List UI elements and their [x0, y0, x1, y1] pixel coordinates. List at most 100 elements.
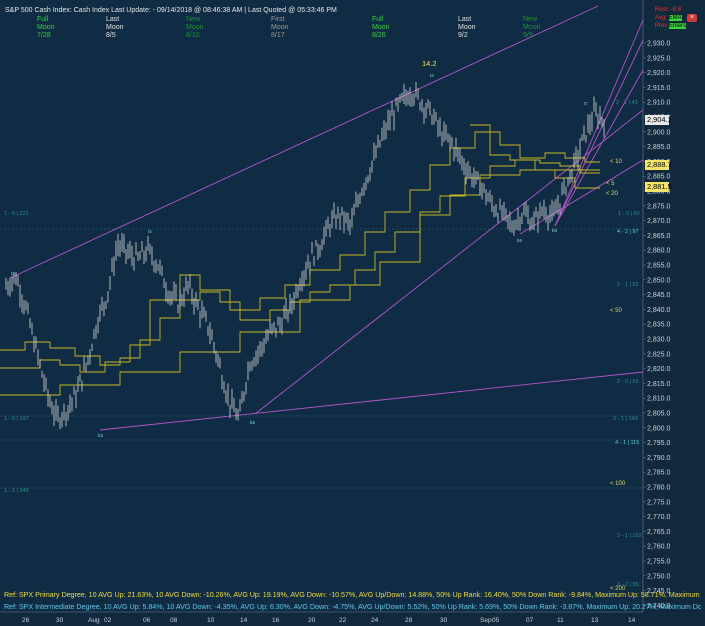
ma-label-200: < 200	[610, 586, 626, 592]
moon-date: 8/17	[271, 32, 285, 39]
time-labels: 26 30 Aug 02 06 08 10 14 16 20 22 24 28 30 Sep 05 07 11 13…	[22, 617, 636, 624]
ma-10-line	[0, 131, 600, 373]
primary-degree-stats: Ref: SPX Primary Degree, 10 AVG Up: 21.6…	[4, 590, 700, 599]
level-label: 1 - 0 | 60	[618, 211, 640, 217]
moon-date: 8/5	[106, 32, 116, 39]
price-axis-panel	[643, 0, 705, 612]
intermediate-degree-stats: Ref: SPX Intermediate Degree, 10 AVG Up:…	[4, 602, 702, 611]
ma-5-line	[470, 124, 600, 189]
level-label: 1 - 0 | 222	[4, 211, 29, 217]
time-label: 11	[557, 617, 564, 624]
price-label: 2,930.0	[647, 41, 670, 48]
moon-phase-name: New	[523, 16, 538, 23]
legend-prev: Prev Ehlers	[655, 22, 687, 30]
moon-date: 9/2	[458, 32, 468, 39]
pivot-tag: b3	[98, 433, 104, 438]
price-label: 2,875.0	[647, 203, 670, 210]
price-label: 2,820.0	[647, 366, 670, 373]
time-axis-panel	[0, 612, 705, 626]
moon-phase-name: Last	[106, 16, 120, 23]
price-label: 2,880.0	[647, 189, 670, 196]
ma-label-group: < 10 < 5 < 20 < 50 < 100 < 200	[606, 159, 626, 592]
pivot-tag: t3	[11, 271, 15, 276]
moon-phase-name: Last	[458, 16, 472, 23]
time-label: 06	[143, 617, 151, 624]
wave-label: 14.2	[422, 59, 437, 68]
ma-label-20: < 20	[606, 191, 619, 197]
ma-label-5: < 5	[606, 181, 615, 187]
moon-phase: New Moon 8/10	[186, 16, 204, 40]
close-icon[interactable]: ×	[687, 14, 697, 22]
ma5-price-box: 2,881.5	[645, 181, 672, 192]
price-label: 2,895.0	[647, 144, 670, 151]
price-label: 2,910.0	[647, 100, 670, 107]
time-label: 07	[526, 617, 534, 624]
price-label: 2,765.0	[647, 529, 670, 536]
pivot-tag: b6	[517, 238, 523, 243]
pivot-tag-group: t3 t4 b3 t4 b5 b6 t7 b8	[11, 73, 588, 438]
level-label: 3 - 2 | 55	[617, 582, 639, 588]
legend-avg-value: EMA	[668, 15, 682, 21]
price-label: 2,815.0	[647, 381, 670, 388]
moon-phase-name: First	[271, 16, 285, 23]
time-label: 28	[405, 617, 413, 624]
price-label: 2,865.0	[647, 233, 670, 240]
price-label: 2,860.0	[647, 248, 670, 255]
moon-date: 8/10	[186, 32, 200, 39]
level-lines	[0, 228, 643, 489]
moon-word: Moon	[106, 24, 124, 31]
moon-phase: Last Moon 8/5	[106, 16, 124, 40]
level-label: 4 - 2 | 97	[617, 229, 639, 235]
level-label: 2 - 1 | 52	[617, 282, 639, 288]
price-label: 2,845.0	[647, 292, 670, 299]
time-label: 26	[22, 617, 30, 624]
time-label: Aug	[88, 617, 100, 624]
moon-word: Moon	[271, 24, 289, 31]
price-label: 2,840.0	[647, 307, 670, 314]
price-label: 2,855.0	[647, 263, 670, 270]
short-trendline	[519, 159, 644, 235]
moon-phase: Full Moon 8/26	[372, 16, 390, 40]
price-label: 2,755.0	[647, 559, 670, 566]
time-label: 08	[170, 617, 178, 624]
plot-area	[0, 0, 643, 612]
steep-trendline-3	[554, 19, 644, 227]
price-label: 2,790.0	[647, 455, 670, 462]
price-bars	[5, 81, 605, 430]
ma-label-10: < 10	[610, 159, 623, 165]
price-label: 2,805.0	[647, 411, 670, 418]
ma10-price-box: 2,888.7	[645, 160, 672, 171]
level-label: 1 - 0 | 197	[4, 416, 29, 422]
moon-phase: Full Moon 7/28	[37, 16, 55, 40]
ma-label-50: < 50	[610, 308, 623, 314]
price-label: 2,800.0	[647, 425, 670, 432]
price-label: 2,900.0	[647, 129, 670, 136]
level-label: 3 - 1 | 152	[617, 533, 642, 539]
price-label: 2,920.0	[647, 70, 670, 77]
moon-word: Moon	[372, 24, 390, 31]
price-label: 2,830.0	[647, 337, 670, 344]
price-label: 2,915.0	[647, 85, 670, 92]
time-label: 22	[339, 617, 347, 624]
moon-phase-name: Full	[37, 16, 49, 23]
price-label: 2,775.0	[647, 499, 670, 506]
moon-date: 9/9	[523, 32, 533, 39]
time-label: 13	[591, 617, 599, 624]
price-label: 2,850.0	[647, 277, 670, 284]
price-label: 2,795.0	[647, 440, 670, 447]
legend-avg: Avg: EMA	[655, 14, 686, 22]
last-price-box: 2,904.1	[645, 114, 672, 125]
price-label: 2,750.0	[647, 573, 670, 580]
price-label: 2,760.0	[647, 544, 670, 551]
pivot-tag: b5	[250, 420, 256, 425]
price-label: 2,770.0	[647, 514, 670, 521]
price-label: 2,745.0	[647, 588, 670, 595]
price-label: 2,810.0	[647, 396, 670, 403]
steep-trendline-1	[554, 39, 644, 227]
pivot-tag: t4	[430, 73, 434, 78]
time-label: 30	[440, 617, 448, 624]
time-label: 20	[308, 617, 316, 624]
time-label: 16	[272, 617, 280, 624]
